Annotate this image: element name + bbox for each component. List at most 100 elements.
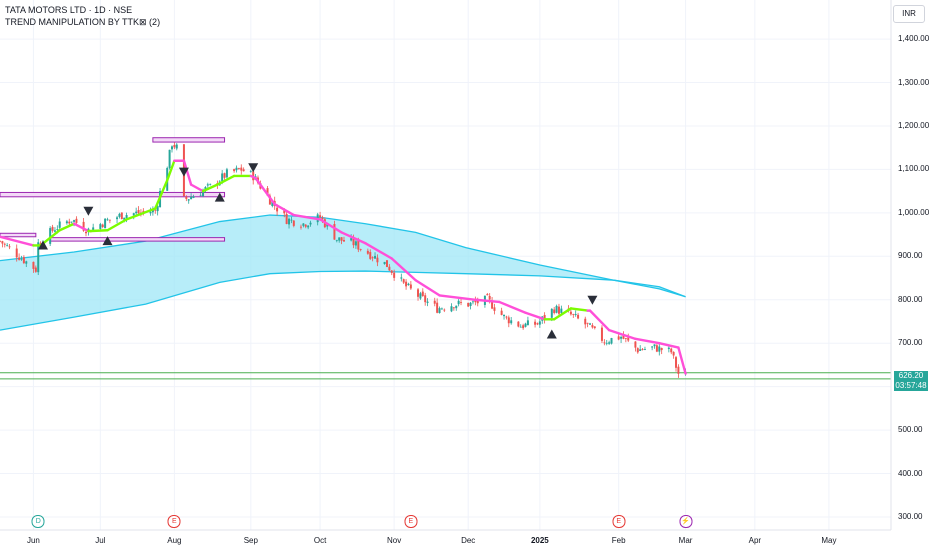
trend-segment	[438, 294, 477, 301]
buy-signal-triangle	[37, 240, 48, 250]
time-tick-label: Mar	[678, 536, 693, 545]
trend-segment	[254, 176, 276, 206]
candle-body	[424, 295, 427, 303]
candle-body	[653, 344, 656, 347]
candle-body	[643, 349, 646, 350]
candle-body	[600, 327, 603, 341]
currency-button[interactable]: INR	[893, 5, 925, 23]
candle-body	[543, 314, 546, 320]
candle-body	[407, 283, 410, 285]
candle-body	[242, 169, 245, 172]
chart-symbol-title[interactable]: TATA MOTORS LTD · 1D · NSE	[5, 5, 133, 15]
candle-body	[25, 261, 28, 264]
candle-body	[233, 169, 236, 172]
candle-body	[173, 144, 176, 148]
candle-body	[75, 218, 78, 223]
event-marker[interactable]: E	[404, 515, 418, 528]
candle-body	[617, 336, 620, 340]
price-tick-label: 1,200.00	[898, 120, 930, 130]
candle-body	[455, 305, 458, 309]
candle-body	[359, 249, 362, 250]
candle-body	[34, 267, 37, 272]
last-price-tag: 626.20	[894, 371, 928, 381]
candle-body	[104, 218, 107, 229]
candle-body	[22, 257, 25, 264]
price-tick-label: 300.00	[898, 511, 923, 521]
candle-body	[175, 144, 178, 149]
trend-segment	[552, 307, 573, 321]
candle-body	[500, 310, 503, 315]
candle-body	[187, 199, 190, 201]
candle-body	[309, 222, 312, 225]
candle-body	[288, 218, 291, 225]
candle-body	[385, 260, 388, 267]
candle-body	[342, 240, 345, 242]
candle-body	[290, 219, 293, 221]
candle-body	[553, 309, 556, 313]
candle-body	[677, 366, 680, 374]
candle-body	[433, 300, 436, 304]
candle-body	[450, 306, 453, 312]
candle-body	[374, 255, 377, 259]
candle-body	[584, 318, 587, 325]
candle-body	[101, 224, 104, 227]
trend-segment	[340, 231, 367, 245]
candle-body	[51, 226, 54, 231]
candle-body	[493, 307, 496, 311]
price-tick-label: 900.00	[898, 251, 923, 261]
event-marker[interactable]: E	[167, 515, 181, 528]
indicator-title[interactable]: TREND MANIPULATION BY TTK⊠ (2)	[5, 17, 161, 27]
candle-body	[125, 214, 128, 219]
candle-body	[302, 223, 305, 226]
candle-body	[507, 317, 510, 324]
candle-body	[627, 337, 630, 341]
candle-body	[460, 302, 463, 303]
candle-body	[116, 217, 119, 220]
candle-body	[225, 169, 228, 178]
trend-segment	[273, 202, 296, 217]
trend-segment	[106, 218, 128, 232]
candle-body	[106, 219, 109, 221]
candle-body	[471, 301, 474, 303]
candle-body	[672, 351, 675, 356]
candle-body	[550, 308, 553, 318]
event-marker[interactable]: ⚡	[679, 515, 693, 528]
sell-signal-triangle	[587, 295, 598, 305]
candle-body	[299, 226, 302, 228]
candle-body	[591, 325, 594, 328]
candle-body	[283, 210, 286, 214]
trend-segment	[524, 311, 546, 321]
event-marker[interactable]: E	[612, 515, 626, 528]
candle-body	[426, 301, 429, 303]
candle-body	[237, 168, 240, 170]
candle-body	[510, 320, 513, 324]
candle-body	[366, 250, 369, 254]
candle-body	[240, 167, 243, 171]
candle-body	[555, 305, 558, 313]
candle-body	[577, 314, 580, 319]
trend-line	[0, 159, 687, 375]
candle-body	[667, 347, 670, 349]
event-marker[interactable]: D	[31, 515, 45, 528]
trend-segment	[569, 307, 589, 312]
candle-body	[92, 227, 95, 232]
candle-body	[266, 188, 269, 196]
candle-body	[658, 346, 661, 352]
candle-body	[120, 212, 123, 220]
candle-body	[634, 341, 637, 348]
candle-body	[452, 307, 455, 309]
candle-body	[156, 205, 159, 212]
candle-body	[354, 241, 357, 246]
trend-segment	[201, 183, 219, 193]
candle-body	[605, 342, 608, 344]
time-tick-label: May	[821, 536, 837, 545]
candle-body	[405, 281, 408, 287]
candle-body	[70, 221, 73, 223]
candle-body	[457, 300, 460, 305]
candle-body	[586, 322, 589, 324]
candle-body	[443, 309, 446, 311]
trend-segment	[87, 229, 109, 233]
candle-body	[190, 196, 193, 200]
candle-body	[1, 241, 4, 244]
